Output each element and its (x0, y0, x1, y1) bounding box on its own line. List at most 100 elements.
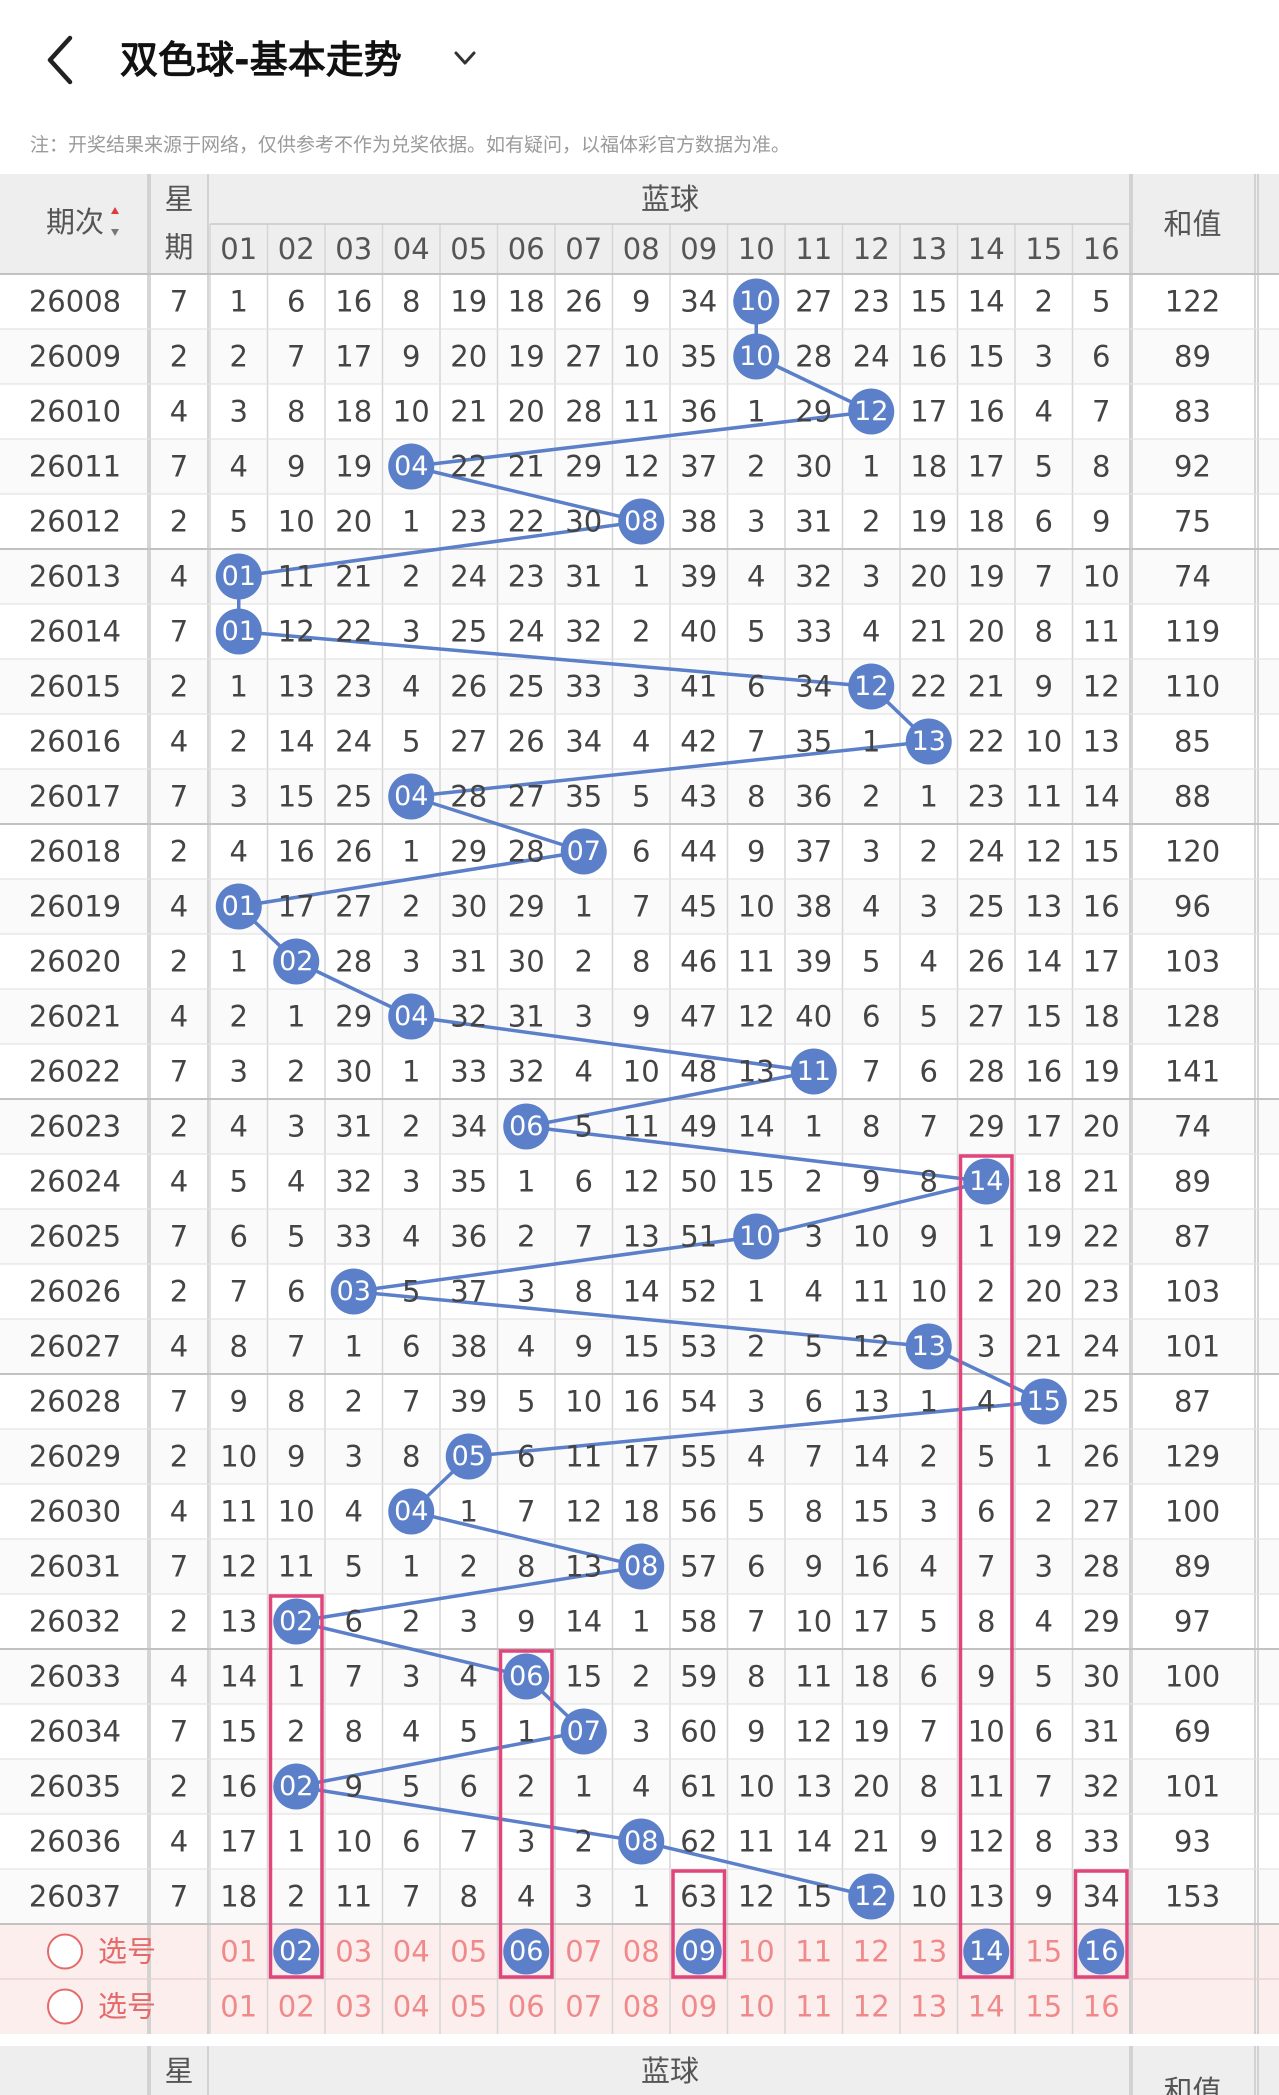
pick-radio-icon[interactable] (47, 1988, 83, 2025)
pick-number[interactable]: 12 (853, 1935, 890, 1969)
blue-ball-number: 07 (567, 836, 601, 867)
miss-count-cell: 17 (278, 890, 315, 924)
pick-number[interactable]: 05 (450, 1990, 487, 2024)
miss-count-cell: 3 (632, 670, 650, 704)
blue-ball-number: 12 (854, 671, 888, 702)
miss-count-cell: 26 (450, 670, 487, 704)
blue-ball (733, 278, 780, 325)
miss-count-cell: 4 (632, 725, 650, 759)
pick-number[interactable]: 06 (508, 1990, 545, 2024)
period-cell: 26013 (29, 560, 121, 594)
selected-ball[interactable] (273, 1928, 320, 1975)
miss-count-cell: 29 (508, 890, 545, 924)
miss-count-cell: 11 (738, 945, 775, 979)
pick-number[interactable]: 12 (853, 1990, 890, 2024)
highlight-box (268, 1594, 324, 1979)
highlight-box (1073, 1869, 1129, 1979)
miss-count-cell: 1 (632, 560, 650, 594)
miss-count-cell: 5 (805, 1330, 823, 1364)
period-cell: 26008 (29, 285, 121, 319)
miss-count-cell: 41 (680, 670, 717, 704)
pick-number[interactable]: 08 (623, 1935, 660, 1969)
miss-count-cell: 31 (565, 560, 602, 594)
pick-number[interactable]: 04 (393, 1990, 430, 2024)
pick-number[interactable]: 05 (450, 1935, 487, 1969)
pick-number[interactable]: 10 (738, 1935, 775, 1969)
pick-number[interactable]: 01 (220, 1990, 257, 2024)
miss-count-cell: 25 (968, 890, 1005, 924)
header-sum: 和值 (1163, 207, 1221, 241)
blue-ball (560, 828, 607, 875)
sum-cell: 101 (1165, 1770, 1220, 1804)
miss-count-cell: 7 (402, 1880, 420, 1914)
miss-count-cell: 18 (910, 450, 947, 484)
back-arrow-icon[interactable] (40, 30, 80, 90)
miss-count-cell: 4 (632, 1770, 650, 1804)
miss-count-cell: 11 (623, 1110, 660, 1144)
miss-count-cell: 6 (862, 1000, 880, 1034)
pick-number[interactable]: 07 (565, 1990, 602, 2024)
miss-count-cell: 46 (680, 945, 717, 979)
miss-count-cell: 12 (1083, 670, 1120, 704)
miss-count-cell: 9 (1035, 1880, 1053, 1914)
pick-number[interactable]: 08 (623, 1990, 660, 2024)
miss-count-cell: 58 (680, 1605, 717, 1639)
miss-count-cell: 8 (747, 780, 765, 814)
miss-count-cell: 1 (345, 1330, 363, 1364)
pick-number[interactable]: 01 (220, 1935, 257, 1969)
pick-number[interactable]: 03 (335, 1990, 372, 2024)
pick-number[interactable]: 04 (393, 1935, 430, 1969)
miss-count-cell: 30 (508, 945, 545, 979)
chevron-down-icon[interactable] (452, 45, 478, 71)
miss-count-cell: 21 (1025, 1330, 1062, 1364)
selected-ball[interactable] (503, 1928, 550, 1975)
pick-number[interactable]: 09 (680, 1990, 717, 2024)
pick-number[interactable]: 10 (738, 1990, 775, 2024)
miss-count-cell: 12 (738, 1000, 775, 1034)
header-blue-14: 14 (968, 232, 1005, 266)
pick-number[interactable]: 03 (335, 1935, 372, 1969)
blue-ball-number: 06 (509, 1111, 543, 1142)
miss-count-cell: 23 (335, 670, 372, 704)
weekday-cell: 7 (170, 1880, 188, 1914)
pick-number[interactable]: 13 (910, 1990, 947, 2024)
selected-ball[interactable] (1078, 1928, 1125, 1975)
miss-count-cell: 1 (1035, 1440, 1053, 1474)
pick-number[interactable]: 13 (910, 1935, 947, 1969)
pick-number[interactable]: 15 (1025, 1990, 1062, 2024)
miss-count-cell: 1 (805, 1110, 823, 1144)
selected-ball[interactable] (963, 1928, 1010, 1975)
miss-count-cell: 7 (575, 1220, 593, 1254)
miss-count-cell: 19 (450, 285, 487, 319)
miss-count-cell: 3 (862, 560, 880, 594)
miss-count-cell: 17 (1083, 945, 1120, 979)
miss-count-cell: 17 (623, 1440, 660, 1474)
miss-count-cell: 11 (278, 560, 315, 594)
pick-number[interactable]: 14 (968, 1990, 1005, 2024)
sum-cell: 89 (1174, 340, 1211, 374)
pick-number[interactable]: 07 (565, 1935, 602, 1969)
highlight-box (498, 1649, 554, 1979)
pick-radio-icon[interactable] (47, 1933, 83, 1970)
miss-count-cell: 8 (460, 1880, 478, 1914)
miss-count-cell: 10 (335, 1825, 372, 1859)
selected-ball[interactable] (675, 1928, 722, 1975)
pick-number[interactable]: 02 (278, 1990, 315, 2024)
miss-count-cell: 1 (517, 1165, 535, 1199)
miss-count-cell: 2 (230, 725, 248, 759)
sum-cell: 103 (1165, 945, 1220, 979)
pick-number[interactable]: 11 (795, 1935, 832, 1969)
miss-count-cell: 5 (345, 1550, 363, 1584)
pick-number[interactable]: 11 (795, 1990, 832, 2024)
pick-number[interactable]: 15 (1025, 1935, 1062, 1969)
miss-count-cell: 31 (795, 505, 832, 539)
header-weekday-2: 期 (164, 230, 193, 264)
miss-count-cell: 1 (230, 285, 248, 319)
pick-number[interactable]: 16 (1083, 1990, 1120, 2024)
miss-count-cell: 4 (920, 945, 938, 979)
miss-count-cell: 5 (862, 945, 880, 979)
header-blue-12: 12 (853, 232, 890, 266)
miss-count-cell: 31 (1083, 1715, 1120, 1749)
miss-count-cell: 27 (1083, 1495, 1120, 1529)
miss-count-cell: 10 (853, 1220, 890, 1254)
